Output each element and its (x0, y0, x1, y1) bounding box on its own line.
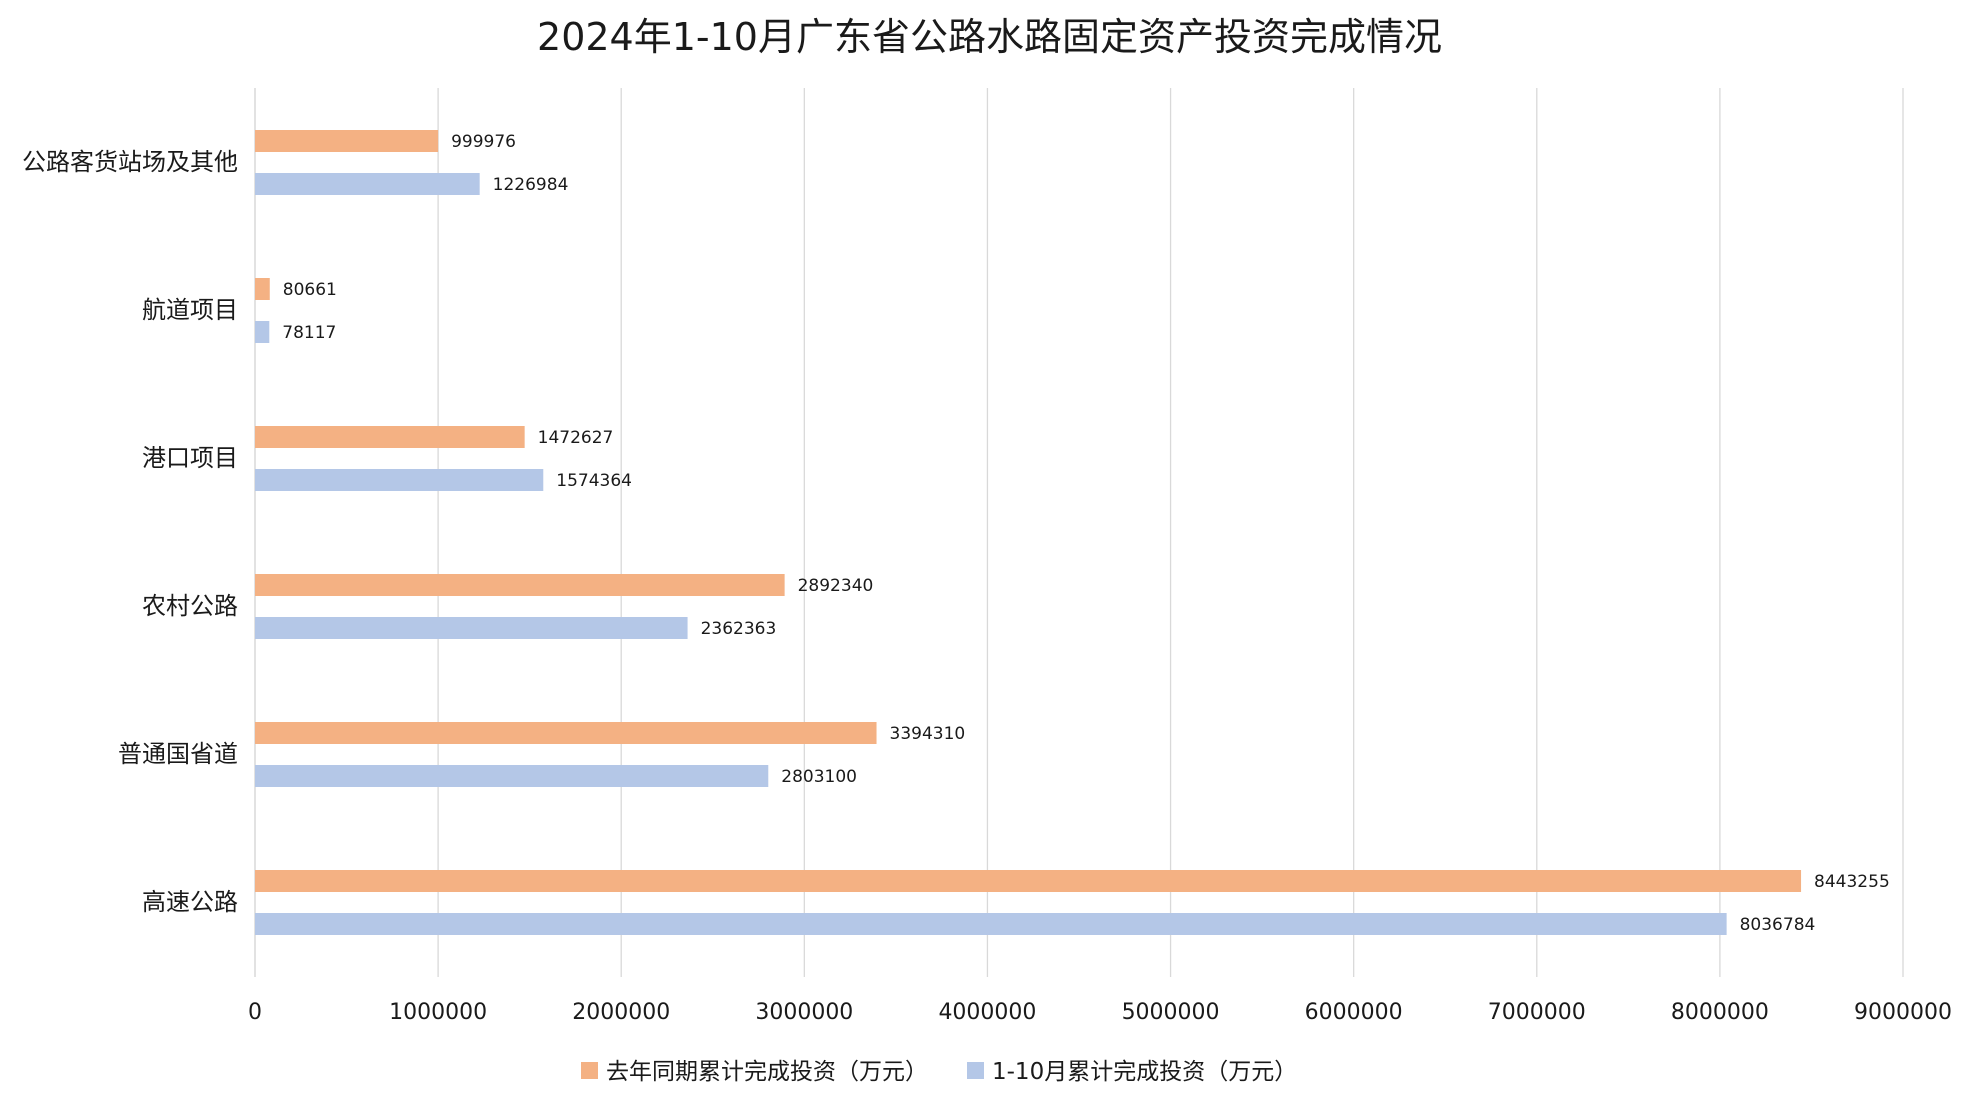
x-tick-label: 8000000 (1671, 1000, 1769, 1025)
data-label: 8036784 (1740, 915, 1816, 935)
bar (255, 574, 785, 596)
data-label: 2892340 (798, 576, 874, 596)
chart-title: 2024年1-10月广东省公路水路固定资产投资完成情况 (537, 15, 1442, 59)
grid-lines (254, 88, 1904, 977)
data-label: 8443255 (1814, 872, 1890, 892)
bar (255, 469, 544, 491)
bar (255, 278, 270, 300)
bars (255, 130, 1802, 935)
bar (255, 426, 525, 448)
x-axis: 0 1000000 2000000 3000000 4000000 5000000 6000… (248, 1000, 1952, 1025)
legend-swatch (581, 1062, 598, 1079)
x-tick-label: 5000000 (1122, 1000, 1220, 1025)
x-tick-label: 2000000 (572, 1000, 670, 1025)
x-tick-label: 4000000 (938, 1000, 1036, 1025)
data-label: 80661 (283, 280, 337, 300)
category-label: 公路客货站场及其他 (22, 148, 238, 176)
x-tick-label: 6000000 (1305, 1000, 1403, 1025)
legend-swatch (967, 1062, 984, 1079)
category-label: 港口项目 (142, 444, 238, 472)
data-labels: 999976 1226984 80661 78117 1472627 1574364 289… (282, 132, 1889, 935)
data-label: 2362363 (701, 619, 777, 639)
category-label: 农村公路 (142, 592, 238, 620)
bar (255, 722, 877, 744)
data-label: 1472627 (538, 428, 614, 448)
bar (255, 130, 439, 152)
legend-label: 1-10月累计完成投资（万元） (992, 1059, 1297, 1085)
category-label: 航道项目 (142, 296, 238, 324)
x-tick-label: 3000000 (755, 1000, 853, 1025)
legend: 去年同期累计完成投资（万元） 1-10月累计完成投资（万元） (581, 1059, 1297, 1085)
x-tick-label: 1000000 (389, 1000, 487, 1025)
bar (255, 173, 480, 195)
data-label: 999976 (451, 132, 516, 152)
data-label: 3394310 (890, 724, 966, 744)
x-tick-label: 7000000 (1488, 1000, 1586, 1025)
category-label: 高速公路 (142, 888, 238, 916)
bar (255, 765, 769, 787)
bar (255, 617, 688, 639)
data-label: 1574364 (556, 471, 632, 491)
bar (255, 321, 270, 343)
bar (255, 870, 1802, 892)
data-label: 2803100 (781, 767, 857, 787)
data-label: 1226984 (493, 175, 569, 195)
bar (255, 913, 1727, 935)
x-tick-label: 0 (248, 1000, 262, 1025)
legend-label: 去年同期累计完成投资（万元） (606, 1059, 928, 1085)
x-tick-label: 9000000 (1854, 1000, 1952, 1025)
data-label: 78117 (282, 323, 336, 343)
category-label: 普通国省道 (118, 740, 238, 768)
